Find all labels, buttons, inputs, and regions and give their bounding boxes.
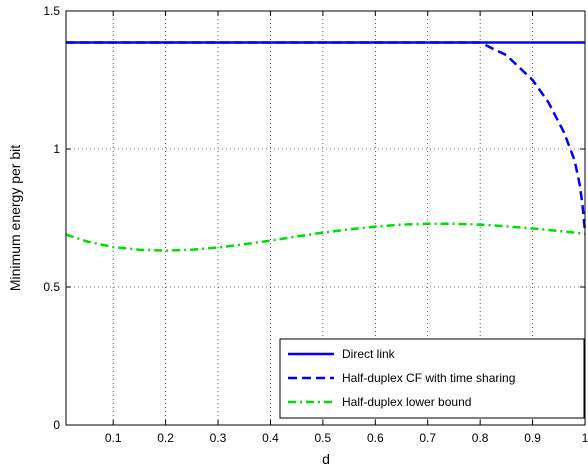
x-tick-label: 1 xyxy=(582,431,588,445)
legend-label-half-duplex-cf-with-time-sharing: Half-duplex CF with time sharing xyxy=(342,371,515,385)
legend-label-direct-link: Direct link xyxy=(342,347,396,361)
y-tick-label: 0 xyxy=(53,418,60,432)
series-layer xyxy=(65,41,587,252)
y-axis-label: Minimum energy per bit xyxy=(7,145,23,291)
legend: Direct link Half-duplex CF with time shar… xyxy=(279,338,585,419)
x-tick-label: 0.6 xyxy=(367,431,384,445)
x-tick-label: 0.3 xyxy=(210,431,227,445)
series-line-half-duplex-lower-bound xyxy=(65,222,586,252)
y-tick-label: 1.5 xyxy=(43,4,60,18)
x-axis-label: d xyxy=(322,451,330,467)
legend-items: Direct link Half-duplex CF with time shar… xyxy=(288,347,515,409)
y-tick-label: 0.5 xyxy=(43,280,60,294)
plot-frame xyxy=(65,10,586,426)
x-tick-label: 0.7 xyxy=(419,431,436,445)
legend-label-half-duplex-lower-bound: Half-duplex lower bound xyxy=(342,395,471,409)
x-tick-label: 0.9 xyxy=(524,431,541,445)
x-tick-label: 0.5 xyxy=(315,431,332,445)
ticks xyxy=(66,10,586,426)
x-tick-label: 0.2 xyxy=(157,431,174,445)
x-tick-label: 0.1 xyxy=(105,431,122,445)
y-tick-label: 1 xyxy=(53,142,60,156)
tick-labels: 0.1 0.2 0.3 0.4 0.5 0.6 0.7 0.8 0.9 1 0 0.5 1 1.5 xyxy=(43,4,588,445)
series-line-half-duplex-cf-with-time-sharing xyxy=(66,41,587,232)
x-tick-label: 0.8 xyxy=(472,431,489,445)
x-tick-label: 0.4 xyxy=(262,431,279,445)
